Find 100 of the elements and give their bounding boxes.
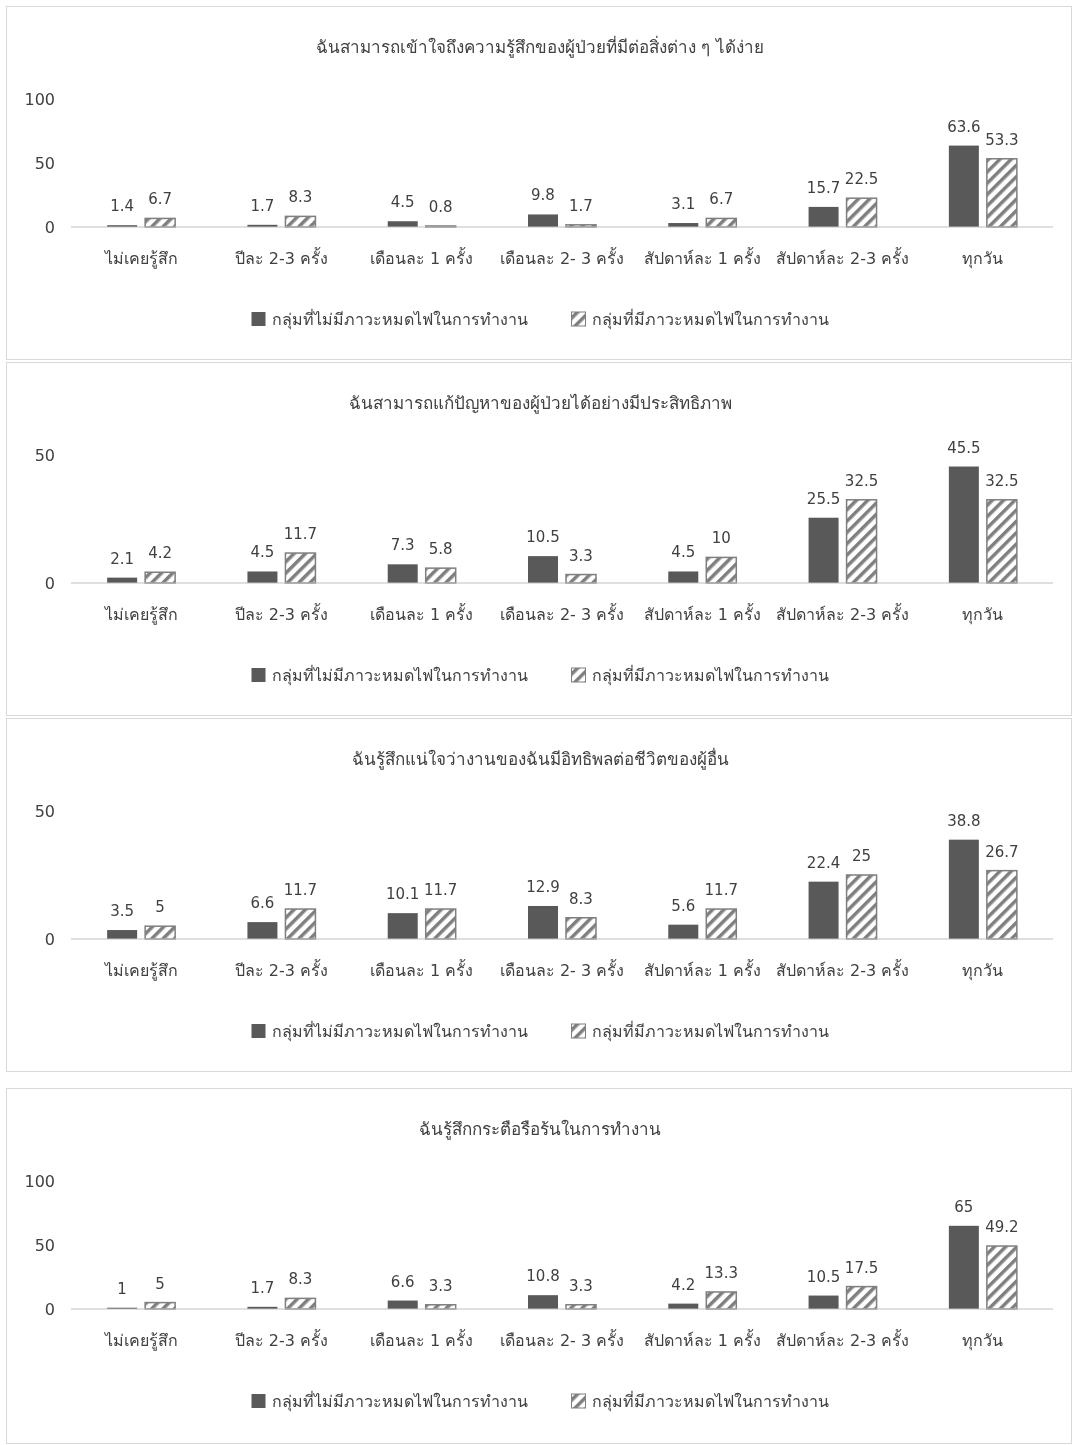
x-tick-label: ทุกวัน	[962, 605, 1004, 625]
chart-title: ฉันสามารถแก้ปัญหาของผู้ป่วยได้อย่างมีประสิทธิภาพ	[348, 393, 732, 414]
data-label: 4.2	[671, 1275, 696, 1294]
data-label: 6.7	[148, 190, 173, 209]
x-tick-label: ปีละ 2-3 ครั้ง	[234, 247, 329, 268]
data-label: 5.6	[671, 896, 696, 915]
x-tick-label: เดือนละ 1 ครั้ง	[370, 1329, 474, 1350]
data-label: 4.5	[390, 193, 415, 212]
data-label: 10.1	[386, 885, 420, 904]
data-label: 1.4	[110, 197, 135, 216]
data-label: 3.3	[569, 1276, 593, 1295]
data-label: 32.5	[844, 471, 879, 490]
data-label: 22.4	[806, 853, 841, 872]
y-tick-label: 0	[44, 930, 55, 949]
x-tick-label: ทุกวัน	[962, 249, 1004, 269]
chart-title: ฉันรู้สึกกระตือรือร้นในการทำงาน	[419, 1119, 661, 1140]
x-tick-label: สัปดาห์ละ 1 ครั้ง	[643, 247, 761, 268]
x-tick-label: ไม่เคยรู้สึก	[102, 249, 178, 269]
x-tick-label: สัปดาห์ละ 2-3 ครั้ง	[775, 959, 910, 980]
data-label: 25	[852, 847, 872, 865]
data-label: 4.2	[148, 544, 173, 563]
data-label: 53.3	[985, 130, 1019, 149]
chart-title: ฉันรู้สึกแน่ใจว่างานของฉันมีอิทธิพลต่อชีวิตของผู้อื่น	[351, 747, 729, 770]
y-tick-label: 50	[34, 154, 55, 173]
legend-label: กลุ่มที่มีภาวะหมดไฟในการทำงาน	[591, 1020, 829, 1042]
data-label: 5.8	[428, 540, 453, 559]
x-tick-label: เดือนละ 2- 3 ครั้ง	[499, 1329, 625, 1350]
data-label: 3.5	[110, 902, 135, 921]
x-tick-label: ไม่เคยรู้สึก	[102, 605, 178, 625]
data-label: 5	[155, 898, 165, 917]
data-label: 26.7	[985, 842, 1019, 861]
x-tick-label: ทุกวัน	[962, 961, 1004, 981]
data-label: 12.9	[526, 877, 560, 896]
data-label: 25.5	[806, 489, 841, 508]
data-label: 4.5	[671, 543, 696, 562]
data-label: 11.7	[283, 881, 318, 900]
data-label: 8.3	[569, 889, 593, 908]
y-tick-label: 50	[34, 802, 55, 821]
x-tick-label: สัปดาห์ละ 2-3 ครั้ง	[775, 247, 910, 268]
data-label: 32.5	[985, 471, 1019, 490]
x-tick-label: เดือนละ 1 ครั้ง	[370, 603, 474, 624]
data-label: 8.3	[288, 1270, 313, 1289]
data-label: 11.7	[424, 881, 458, 900]
data-label: 49.2	[985, 1218, 1019, 1237]
data-label: 1.7	[250, 1278, 275, 1297]
y-tick-label: 50	[34, 446, 55, 465]
y-tick-label: 100	[24, 1172, 55, 1191]
x-tick-label: เดือนละ 1 ครั้ง	[370, 959, 474, 980]
data-label: 6.6	[250, 894, 275, 913]
legend-label: กลุ่มที่มีภาวะหมดไฟในการทำงาน	[591, 308, 829, 330]
x-tick-label: เดือนละ 2- 3 ครั้ง	[499, 959, 625, 980]
x-tick-label: ปีละ 2-3 ครั้ง	[234, 603, 329, 624]
data-label: 5	[155, 1274, 165, 1293]
data-label: 4.5	[250, 543, 275, 562]
data-label: 7.3	[390, 536, 415, 555]
data-label: 3.3	[569, 546, 593, 565]
x-tick-label: เดือนละ 2- 3 ครั้ง	[499, 247, 625, 268]
data-label: 38.8	[947, 811, 981, 830]
data-label: 1.7	[569, 196, 593, 215]
x-tick-label: เดือนละ 2- 3 ครั้ง	[499, 603, 625, 624]
data-label: 0.8	[428, 197, 453, 216]
data-label: 65	[954, 1197, 974, 1216]
data-label: 3.3	[428, 1276, 453, 1295]
data-label: 1.7	[250, 196, 275, 215]
x-tick-label: ไม่เคยรู้สึก	[102, 1331, 178, 1351]
data-label: 2.1	[110, 549, 135, 568]
data-label: 10.8	[526, 1267, 560, 1286]
data-label: 63.6	[947, 117, 981, 136]
x-tick-label: ไม่เคยรู้สึก	[102, 961, 178, 981]
legend-label: กลุ่มที่มีภาวะหมดไฟในการทำงาน	[591, 664, 829, 686]
data-label: 22.5	[844, 170, 879, 189]
data-label: 17.5	[844, 1258, 879, 1277]
x-tick-label: สัปดาห์ละ 2-3 ครั้ง	[775, 603, 910, 624]
data-label: 11.7	[283, 525, 318, 544]
x-tick-label: เดือนละ 1 ครั้ง	[370, 247, 474, 268]
data-label: 6.6	[390, 1272, 415, 1291]
x-tick-label: สัปดาห์ละ 1 ครั้ง	[643, 603, 761, 624]
legend-label: กลุ่มที่ไม่มีภาวะหมดไฟในการทำงาน	[271, 664, 528, 686]
data-label: 6.7	[709, 190, 734, 209]
x-tick-label: สัปดาห์ละ 2-3 ครั้ง	[775, 1329, 910, 1350]
data-label: 11.7	[704, 881, 738, 900]
legend-label: กลุ่มที่ไม่มีภาวะหมดไฟในการทำงาน	[271, 1020, 528, 1042]
data-label: 15.7	[806, 178, 841, 197]
data-label: 10.5	[526, 528, 560, 547]
y-tick-label: 100	[24, 90, 55, 109]
legend-label: กลุ่มที่มีภาวะหมดไฟในการทำงาน	[591, 1390, 829, 1412]
legend-label: กลุ่มที่ไม่มีภาวะหมดไฟในการทำงาน	[271, 308, 528, 330]
y-tick-label: 0	[44, 574, 55, 593]
data-label: 9.8	[531, 186, 555, 205]
x-tick-label: สัปดาห์ละ 1 ครั้ง	[643, 959, 761, 980]
chart-title: ฉันสามารถเข้าใจถึงความรู้สึกของผู้ป่วยที่มีต่อสิ่งต่าง ๆ ได้ง่าย	[316, 35, 764, 58]
data-label: 1	[117, 1279, 127, 1298]
data-label: 10	[711, 529, 731, 548]
legend-label: กลุ่มที่ไม่มีภาวะหมดไฟในการทำงาน	[271, 1390, 528, 1412]
data-label: 10.5	[806, 1267, 841, 1286]
data-label: 45.5	[947, 438, 981, 457]
data-label: 13.3	[704, 1263, 738, 1282]
y-tick-label: 0	[44, 218, 55, 237]
x-tick-label: ปีละ 2-3 ครั้ง	[234, 959, 329, 980]
x-tick-label: สัปดาห์ละ 1 ครั้ง	[643, 1329, 761, 1350]
